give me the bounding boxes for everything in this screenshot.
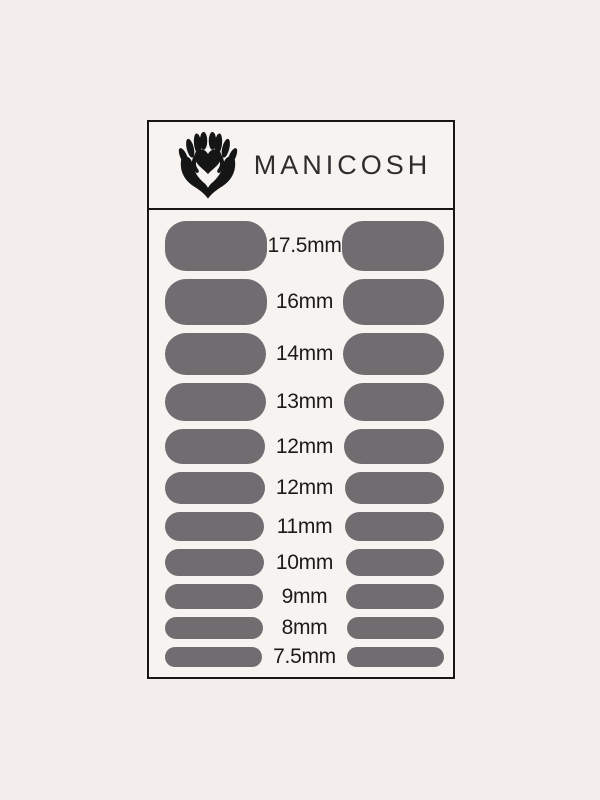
nail-swatch-right: [344, 472, 444, 504]
size-label: 12mm: [275, 476, 334, 499]
nail-swatch-right: [344, 429, 444, 464]
nail-swatch-right: [347, 647, 444, 667]
size-row: 16mm: [165, 279, 444, 325]
nail-swatch-right: [346, 617, 444, 639]
nail-swatch-left: [165, 647, 262, 667]
size-row: 11mm: [165, 512, 444, 541]
size-row: 9mm: [165, 584, 444, 609]
size-row: 12mm: [165, 429, 444, 464]
brand-name: MANICOSH: [253, 149, 432, 180]
size-label: 17.5mm: [267, 234, 342, 257]
size-label: 16mm: [275, 290, 334, 313]
size-row: 14mm: [165, 333, 444, 375]
size-row: 8mm: [165, 616, 444, 639]
size-label: 9mm: [281, 584, 328, 608]
size-label: 8mm: [281, 616, 328, 639]
size-row: 7.5mm: [165, 645, 444, 668]
nail-swatch-right: [345, 512, 444, 541]
nail-swatch-right: [343, 383, 444, 421]
size-label: 14mm: [275, 342, 334, 365]
nail-swatch-left: [165, 279, 267, 325]
nail-swatch-left: [165, 472, 265, 504]
size-row: 13mm: [165, 383, 444, 421]
nail-swatch-left: [165, 221, 267, 271]
nail-swatch-left: [165, 383, 266, 421]
size-row: 12mm: [165, 472, 444, 504]
size-chart-rows: 17.5mm 16mm 14mm 13mm 12mm 12mm 11mm 10mm 9mm 8mm…: [149, 210, 453, 673]
nail-swatch-right: [342, 221, 444, 271]
size-row: 17.5mm: [165, 221, 444, 271]
nail-swatch-left: [165, 429, 265, 464]
nail-swatch-right: [342, 279, 444, 325]
size-label: 10mm: [275, 550, 334, 574]
nail-swatch-left: [165, 584, 263, 609]
nail-swatch-right: [343, 333, 444, 375]
size-label: 11mm: [276, 514, 333, 538]
nail-swatch-left: [165, 512, 264, 541]
nail-swatch-left: [165, 549, 264, 576]
size-label: 7.5mm: [273, 645, 336, 668]
nail-swatch-left: [165, 333, 266, 375]
size-label: 12mm: [275, 434, 334, 458]
nail-swatch-right: [345, 549, 444, 576]
nail-swatch-right: [346, 584, 444, 609]
size-chart-card: MANICOSH 17.5mm 16mm 14mm 13mm 12mm 12mm 11mm 1…: [147, 120, 455, 679]
size-row: 10mm: [165, 549, 444, 576]
size-label: 13mm: [275, 390, 334, 413]
brand-header: MANICOSH: [149, 122, 453, 210]
hands-cradling-heart-icon: [178, 131, 239, 199]
nail-swatch-left: [165, 617, 263, 639]
